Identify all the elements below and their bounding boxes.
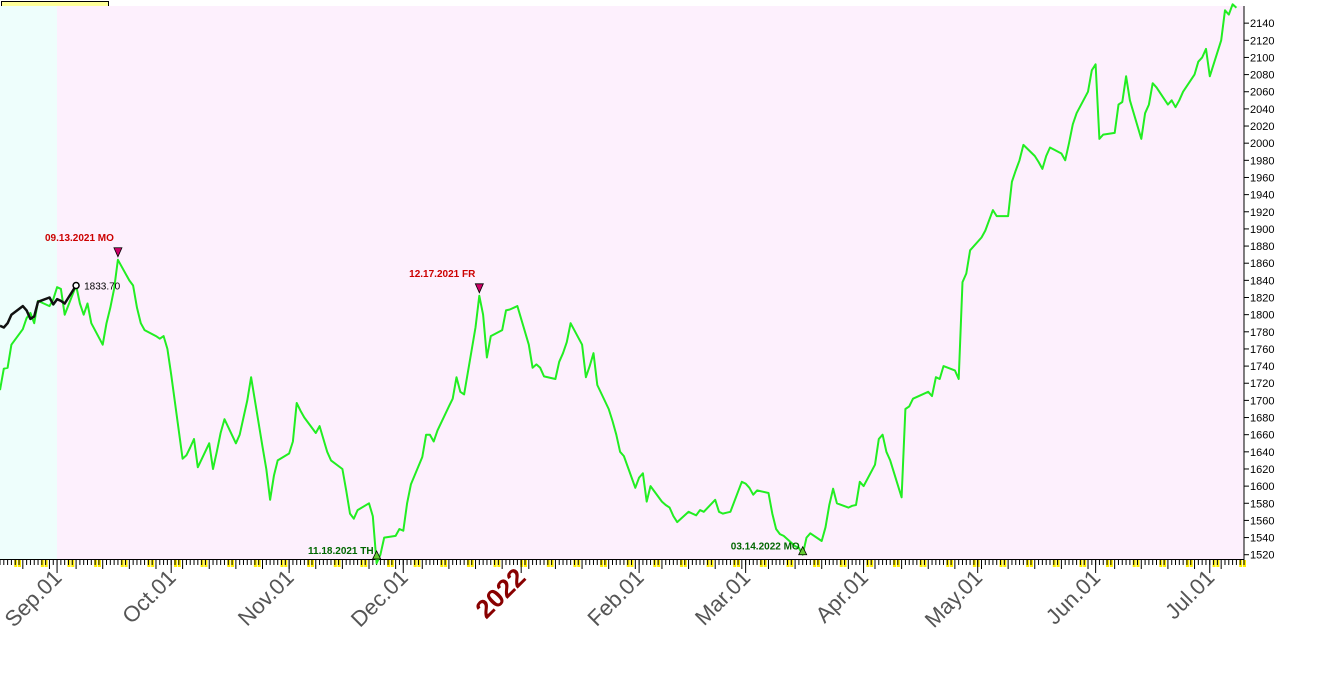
high-date-label: 12.17.2021 FR bbox=[409, 269, 476, 280]
low-marker-icon bbox=[371, 550, 382, 560]
y-tick-label: 1960 bbox=[1250, 172, 1274, 184]
x-tick-label: May.01 bbox=[920, 565, 988, 633]
y-tick-label: 1860 bbox=[1250, 258, 1274, 270]
price-line bbox=[0, 3, 1238, 565]
x-tick-label-group: Dec.01 bbox=[346, 565, 413, 632]
y-tick-label: 2020 bbox=[1250, 121, 1274, 133]
y-tick-label: 1940 bbox=[1250, 190, 1274, 202]
y-tick-label: 1840 bbox=[1250, 275, 1274, 287]
y-tick-label: 1920 bbox=[1250, 207, 1274, 219]
y-tick-label: 1700 bbox=[1250, 395, 1274, 407]
x-year-label: 2022 bbox=[469, 562, 531, 624]
x-tick-label-group: Oct.01 bbox=[117, 565, 181, 629]
y-tick-label: 2060 bbox=[1250, 87, 1274, 99]
x-tick-label: Mar.01 bbox=[690, 565, 755, 630]
y-tick-label: 1640 bbox=[1250, 447, 1274, 459]
x-tick-label-group: Jul.01 bbox=[1160, 565, 1219, 624]
x-tick-label: Jul.01 bbox=[1160, 565, 1219, 624]
y-tick-label: 2040 bbox=[1250, 104, 1274, 116]
x-tick-label-group: Mar.01 bbox=[690, 565, 755, 630]
y-tick-label: 2120 bbox=[1250, 35, 1274, 47]
high-marker-icon bbox=[474, 283, 484, 294]
x-tick-label-group: Apr.01 bbox=[810, 565, 873, 628]
y-tick-label: 1900 bbox=[1250, 224, 1274, 236]
last-price-label: 1833.70 bbox=[84, 282, 121, 293]
overlay-line bbox=[0, 284, 78, 329]
x-tick-label: Sep.01 bbox=[0, 565, 67, 632]
y-tick-label: 2100 bbox=[1250, 52, 1274, 64]
x-tick-label-group: Nov.01 bbox=[233, 565, 299, 631]
y-tick-label: 1580 bbox=[1250, 498, 1274, 510]
x-tick-label: Dec.01 bbox=[346, 565, 413, 632]
y-tick-label: 2140 bbox=[1250, 18, 1274, 30]
high-date-label: 09.13.2021 MO bbox=[45, 233, 114, 244]
low-date-label: 03.14.2022 MO bbox=[731, 542, 800, 553]
y-tick-label: 2080 bbox=[1250, 70, 1274, 82]
y-tick-label: 1600 bbox=[1250, 481, 1274, 493]
plot-background bbox=[0, 6, 1244, 559]
y-tick-label: 2000 bbox=[1250, 138, 1274, 150]
y-tick-label: 1820 bbox=[1250, 293, 1274, 305]
y-tick-label: 1780 bbox=[1250, 327, 1274, 339]
x-tick-label: Oct.01 bbox=[117, 565, 181, 629]
x-tick-label: Nov.01 bbox=[233, 565, 299, 631]
low-marker-icon bbox=[798, 545, 808, 556]
x-tick-label-group: Feb.01 bbox=[583, 565, 649, 631]
y-tick-label: 1760 bbox=[1250, 344, 1274, 356]
x-tick-label-group: Jun.01 bbox=[1041, 565, 1105, 629]
y-tick-label: 1720 bbox=[1250, 378, 1274, 390]
x-tick-label: Feb.01 bbox=[583, 565, 649, 631]
y-tick-label: 1980 bbox=[1250, 155, 1274, 167]
x-tick-label-group: 2022 bbox=[469, 562, 531, 624]
y-tick-label: 1680 bbox=[1250, 413, 1274, 425]
y-tick-label: 1560 bbox=[1250, 515, 1274, 527]
pre-region-background bbox=[0, 6, 57, 559]
last-price-dot bbox=[72, 281, 80, 290]
y-tick-label: 1880 bbox=[1250, 241, 1274, 253]
y-tick-label: 1800 bbox=[1250, 310, 1274, 322]
low-date-label: 11.18.2021 TH bbox=[308, 546, 374, 557]
y-tick-label: 1540 bbox=[1250, 533, 1274, 545]
y-tick-label: 1740 bbox=[1250, 361, 1274, 373]
x-tick-label: Jun.01 bbox=[1041, 565, 1105, 629]
y-tick-label: 1620 bbox=[1250, 464, 1274, 476]
y-tick-label: 1660 bbox=[1250, 430, 1274, 442]
x-tick-label-group: May.01 bbox=[920, 565, 988, 633]
x-tick-label: Apr.01 bbox=[810, 565, 873, 628]
y-tick-label: 1520 bbox=[1250, 550, 1274, 562]
high-marker-icon bbox=[113, 247, 123, 258]
x-tick-label-group: Sep.01 bbox=[0, 565, 67, 632]
